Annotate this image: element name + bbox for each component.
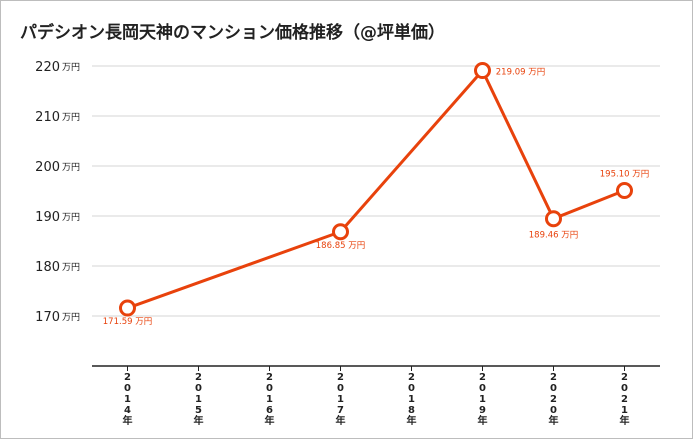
data-point-marker <box>119 299 136 317</box>
data-point-marker <box>545 210 562 228</box>
y-tick-label: 170 <box>35 310 60 325</box>
chart-title: パデシオン長岡天神のマンション価格推移（@坪単価） <box>20 23 445 43</box>
data-label: 189.46 万円 <box>529 231 578 241</box>
y-tick-label: 200 <box>35 160 60 175</box>
y-tick-unit: 万円 <box>62 312 80 323</box>
y-tick-unit: 万円 <box>62 62 80 73</box>
y-tick-unit: 万円 <box>62 212 80 223</box>
data-label: 186.85 万円 <box>316 241 365 251</box>
y-tick-unit: 万円 <box>62 162 80 173</box>
series-line <box>126 69 626 310</box>
y-tick-unit: 万円 <box>62 112 80 123</box>
data-label: 171.59 万円 <box>103 317 152 327</box>
y-tick-label: 220 <box>35 60 60 75</box>
y-tick-unit: 万円 <box>62 262 80 273</box>
y-tick-label: 190 <box>35 210 60 225</box>
data-point-marker <box>616 182 633 199</box>
y-tick-label: 180 <box>35 260 60 275</box>
y-tick-label: 210 <box>35 110 60 125</box>
data-point-marker <box>332 223 349 241</box>
data-label: 219.09 万円 <box>496 68 545 78</box>
data-point-marker <box>474 62 491 80</box>
data-label: 195.10 万円 <box>600 170 649 180</box>
